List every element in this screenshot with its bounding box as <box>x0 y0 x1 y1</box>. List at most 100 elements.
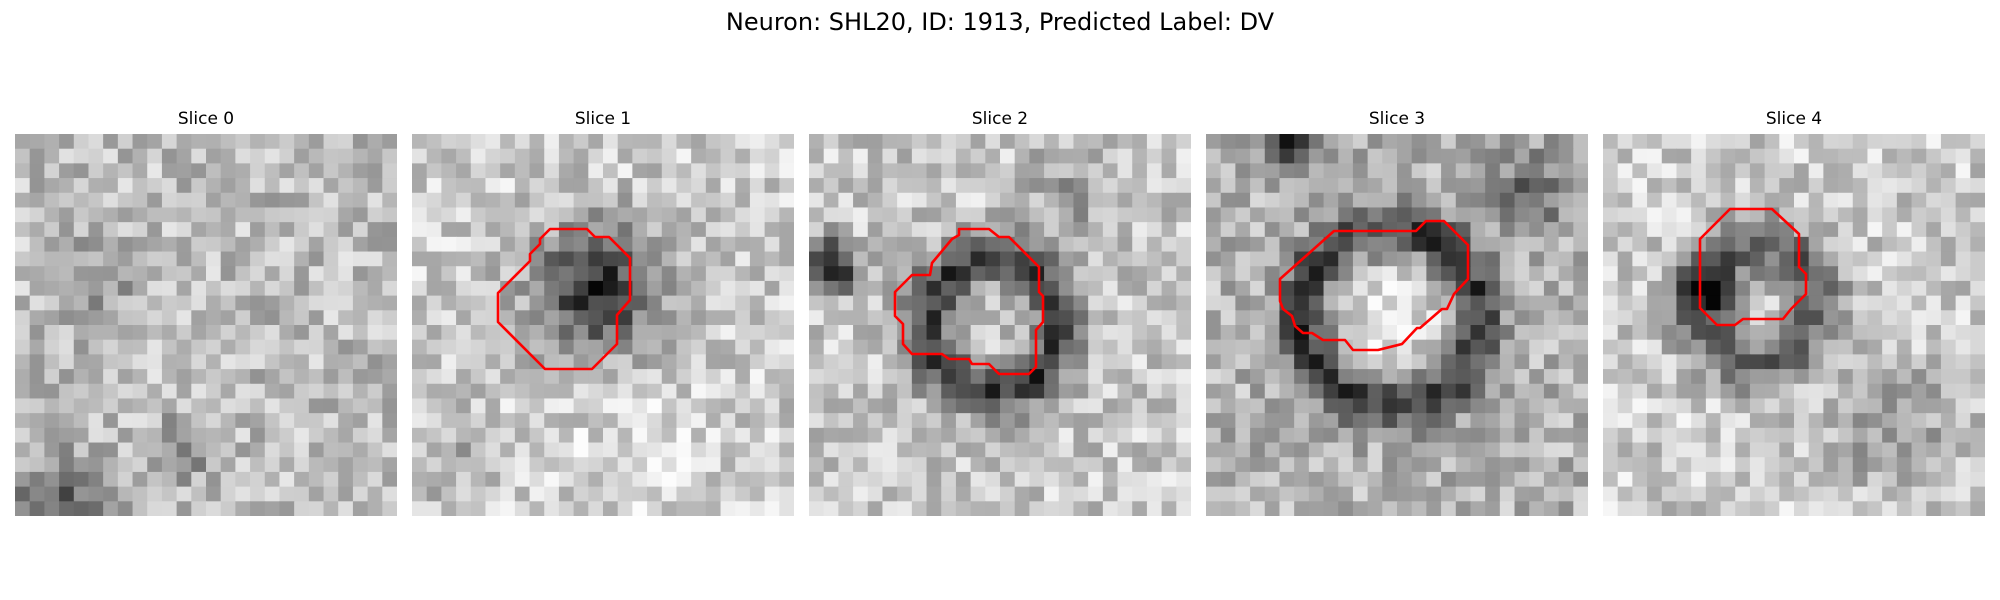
pixel <box>191 192 207 209</box>
pixel <box>529 280 545 297</box>
pixel <box>352 222 369 238</box>
pixel <box>1882 236 1898 253</box>
pixel <box>1000 207 1016 223</box>
pixel <box>1720 325 1736 341</box>
pixel <box>985 486 1001 502</box>
pixel <box>1543 398 1560 414</box>
pixel <box>809 486 825 502</box>
pixel <box>941 325 957 341</box>
pixel <box>1470 369 1486 385</box>
pixel <box>1823 222 1839 238</box>
pixel <box>544 369 560 385</box>
pixel <box>132 310 148 326</box>
pixel <box>1661 236 1678 253</box>
pixel <box>1647 134 1663 150</box>
pixel <box>88 295 104 311</box>
pixel <box>1485 457 1501 473</box>
pixel <box>1485 280 1501 297</box>
pixel <box>691 501 707 516</box>
pixel <box>1382 251 1398 267</box>
pixel <box>1206 280 1222 297</box>
pixel <box>1896 339 1913 355</box>
pixel <box>367 148 383 164</box>
pixel <box>1691 471 1707 488</box>
pixel <box>1940 486 1957 502</box>
pixel <box>235 222 251 238</box>
pixel <box>544 310 560 326</box>
pixel <box>1455 280 1472 297</box>
pixel <box>1044 178 1060 194</box>
pixel <box>764 222 780 238</box>
pixel <box>941 427 957 444</box>
pixel <box>573 325 589 341</box>
pixel <box>1852 339 1869 355</box>
pixel <box>1426 192 1442 209</box>
pixel <box>1352 413 1369 429</box>
pixel <box>1441 427 1457 444</box>
pixel <box>382 310 397 326</box>
pixel <box>647 280 663 297</box>
pixel <box>1926 427 1942 444</box>
pixel <box>1661 442 1678 458</box>
pixel <box>735 251 751 267</box>
pixel <box>1073 471 1089 488</box>
pixel <box>191 266 207 282</box>
pixel <box>117 339 134 355</box>
pixel <box>1896 471 1913 488</box>
pixel <box>1676 236 1692 253</box>
pixel <box>529 427 545 444</box>
pixel <box>1661 369 1678 385</box>
pixel <box>1749 427 1766 444</box>
pixel <box>1603 310 1619 326</box>
pixel <box>1970 222 1985 238</box>
pixel <box>1088 236 1104 253</box>
pixel <box>382 339 397 355</box>
pixel <box>970 163 986 179</box>
pixel <box>206 501 222 516</box>
pixel <box>1499 251 1516 267</box>
pixel <box>1411 134 1427 150</box>
pixel <box>1867 354 1883 370</box>
pixel <box>1044 266 1060 282</box>
pixel <box>1367 339 1383 355</box>
pixel <box>1911 413 1927 429</box>
pixel <box>1603 354 1619 370</box>
pixel <box>1779 339 1795 355</box>
pixel <box>1676 427 1692 444</box>
pixel <box>1543 369 1560 385</box>
pixel <box>1808 413 1824 429</box>
pixel <box>206 134 222 150</box>
pixel <box>1382 178 1398 194</box>
pixel <box>1073 310 1089 326</box>
roi-contour <box>1278 219 1470 352</box>
pixel <box>749 236 766 253</box>
pixel <box>161 398 178 414</box>
pixel <box>720 471 736 488</box>
pixel <box>1014 295 1030 311</box>
pixel <box>1382 369 1398 385</box>
pixel <box>264 192 281 209</box>
pixel <box>1294 383 1310 400</box>
pixel <box>1132 398 1148 414</box>
pixel <box>1161 280 1177 297</box>
pixel <box>941 501 957 516</box>
pixel <box>1294 486 1310 502</box>
pixel <box>1529 457 1545 473</box>
pixel <box>1838 295 1854 311</box>
pixel <box>764 251 780 267</box>
pixel <box>1882 486 1898 502</box>
pixel <box>558 383 575 400</box>
pixel <box>529 442 545 458</box>
pixel <box>1117 501 1133 516</box>
pixel <box>235 442 251 458</box>
pixel <box>1764 354 1780 370</box>
pixel <box>1514 442 1530 458</box>
pixel <box>867 207 884 223</box>
pixel <box>367 501 383 516</box>
pixel <box>1352 134 1369 150</box>
pixel <box>441 383 457 400</box>
pixel <box>191 310 207 326</box>
pixel <box>1808 457 1824 473</box>
pixel <box>749 266 766 282</box>
pixel <box>529 251 545 267</box>
